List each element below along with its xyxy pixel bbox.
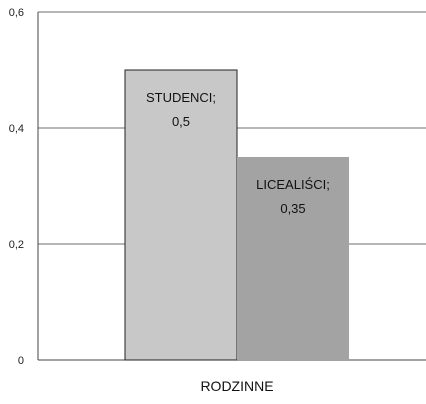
y-tick-label: 0,4 [9, 123, 24, 135]
bar-licealisci [237, 157, 349, 360]
bar-studenci [124, 69, 238, 361]
x-category-labels: RODZINNE [200, 378, 273, 394]
bars [124, 69, 349, 361]
y-tick-label: 0,6 [9, 7, 24, 19]
x-category-label: RODZINNE [200, 378, 273, 394]
y-tick-label: 0,2 [9, 239, 24, 251]
data-label-value: 0,35 [280, 201, 305, 216]
y-tick-label: 0 [18, 355, 24, 367]
y-tick-labels: 0 0,2 0,4 0,6 [9, 7, 24, 367]
data-labels: STUDENCI; 0,5 LICEALIŚCI; 0,35 [146, 90, 330, 216]
data-label-series: LICEALIŚCI; [256, 177, 330, 192]
data-label-series: STUDENCI; [146, 90, 216, 105]
data-label-value: 0,5 [172, 114, 190, 129]
